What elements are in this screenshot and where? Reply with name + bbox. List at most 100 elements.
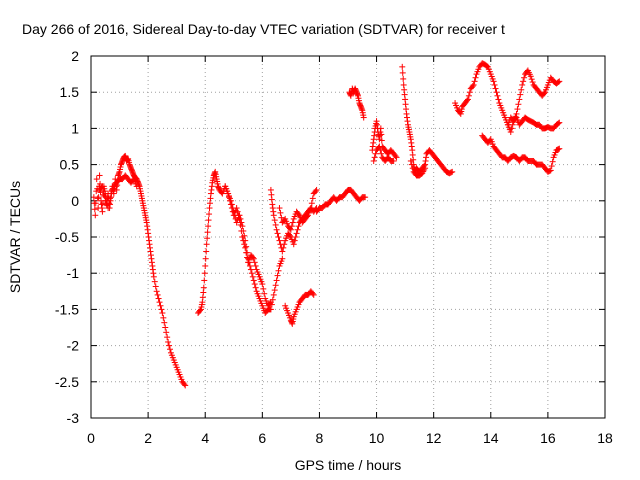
data-point xyxy=(377,125,384,132)
data-point xyxy=(238,227,245,234)
data-point xyxy=(495,96,502,103)
data-point xyxy=(407,157,414,164)
data-point xyxy=(515,101,522,108)
data-point xyxy=(409,165,416,172)
data-point xyxy=(200,284,207,291)
data-point xyxy=(272,221,279,228)
data-point xyxy=(95,194,102,201)
data-point xyxy=(378,137,385,144)
data-point xyxy=(292,234,299,240)
data-point xyxy=(99,183,106,190)
data-point xyxy=(293,230,300,237)
data-point xyxy=(270,212,277,219)
data-point xyxy=(307,205,314,212)
data-point xyxy=(290,241,297,248)
data-point xyxy=(464,96,471,103)
data-point xyxy=(378,150,385,157)
x-tick-label: 14 xyxy=(483,430,499,446)
data-point xyxy=(377,147,384,154)
x-tick-label: 4 xyxy=(201,430,209,446)
data-point xyxy=(548,163,555,170)
y-tick-label: 2 xyxy=(71,48,79,64)
y-tick-label: -0.5 xyxy=(55,229,79,245)
data-point xyxy=(251,281,258,288)
data-point xyxy=(196,307,203,314)
data-point xyxy=(362,194,369,201)
data-point xyxy=(271,287,278,294)
y-tick-label: -1.5 xyxy=(55,301,79,317)
data-point xyxy=(308,200,315,207)
y-tick-label: 1.5 xyxy=(60,84,80,100)
data-point xyxy=(233,205,240,212)
data-point xyxy=(280,244,287,251)
data-point xyxy=(201,270,208,277)
data-point xyxy=(167,346,174,353)
x-tick-label: 18 xyxy=(597,430,613,446)
data-point xyxy=(101,192,108,199)
data-point xyxy=(549,158,556,165)
data-point xyxy=(249,273,256,280)
data-point xyxy=(246,262,253,269)
data-point xyxy=(520,78,527,85)
data-point xyxy=(204,229,211,236)
data-point xyxy=(393,154,400,161)
data-point xyxy=(279,248,286,255)
data-point xyxy=(275,234,282,240)
data-point xyxy=(372,150,379,157)
data-point xyxy=(277,209,284,216)
data-point xyxy=(274,272,281,279)
y-tick-label: 0 xyxy=(71,193,79,209)
y-tick-label: 0.5 xyxy=(60,157,80,173)
y-tick-labels: -3 -2.5 -2 -1.5 -1 -0.5 0 0.5 1 1.5 2 xyxy=(55,48,79,426)
data-point xyxy=(291,237,298,244)
data-point xyxy=(152,283,159,290)
data-point xyxy=(463,97,470,104)
data-point xyxy=(271,217,278,224)
data-point xyxy=(153,288,160,295)
y-tick-label: -1 xyxy=(67,265,80,281)
data-point xyxy=(166,342,173,349)
data-point xyxy=(270,291,277,298)
data-point xyxy=(289,219,296,226)
data-point xyxy=(251,259,258,266)
data-point xyxy=(370,157,377,164)
data-point xyxy=(309,195,316,202)
data-point xyxy=(133,183,140,190)
data-point xyxy=(234,208,241,215)
y-tick-label: -3 xyxy=(67,410,80,426)
data-point xyxy=(202,262,209,269)
data-point xyxy=(237,221,244,228)
data-point xyxy=(272,282,279,289)
grid-lines xyxy=(91,56,605,418)
data-point xyxy=(392,153,399,160)
data-point xyxy=(312,188,319,195)
data-point xyxy=(472,74,479,81)
data-point xyxy=(527,73,534,80)
y-tick-label: 1 xyxy=(71,120,79,136)
data-point xyxy=(555,120,562,127)
data-point xyxy=(182,382,189,389)
data-point xyxy=(203,241,210,248)
data-point xyxy=(471,78,478,85)
data-point xyxy=(267,299,274,306)
data-point xyxy=(205,223,212,230)
data-point xyxy=(287,226,294,233)
x-tick-label: 8 xyxy=(316,430,324,446)
data-point xyxy=(92,200,99,207)
data-point xyxy=(465,92,472,99)
data-point xyxy=(376,143,383,150)
data-points xyxy=(90,60,563,389)
x-tick-label: 2 xyxy=(144,430,152,446)
data-point xyxy=(161,319,168,326)
data-point xyxy=(226,197,233,204)
data-point xyxy=(556,119,563,126)
data-point xyxy=(252,262,259,269)
data-point xyxy=(422,165,429,172)
data-point xyxy=(276,237,283,244)
data-point xyxy=(201,277,208,284)
data-point xyxy=(93,176,100,183)
data-point xyxy=(281,241,288,248)
data-point xyxy=(159,310,166,317)
data-point xyxy=(204,235,211,242)
data-point xyxy=(242,244,249,251)
